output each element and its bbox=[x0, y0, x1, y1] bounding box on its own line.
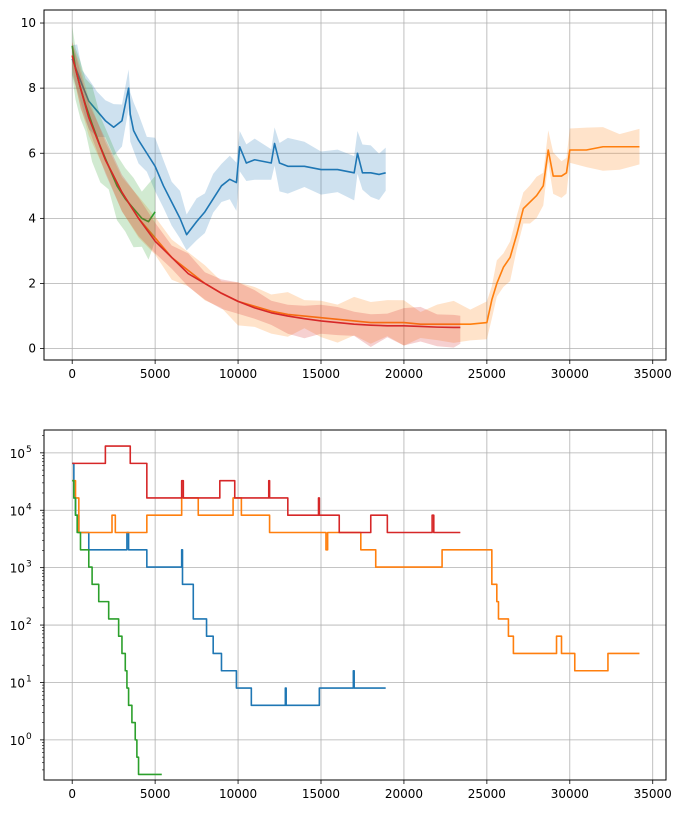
x-tick-label: 25000 bbox=[468, 367, 506, 381]
series bbox=[71, 44, 386, 251]
series-line bbox=[72, 445, 461, 534]
x-tick-label: 10000 bbox=[219, 787, 257, 801]
y-tick-label: 4 bbox=[28, 211, 36, 225]
y-tick-label: 0 bbox=[28, 342, 36, 356]
x-tick-label: 30000 bbox=[551, 367, 589, 381]
x-tick-label: 20000 bbox=[385, 787, 423, 801]
series bbox=[71, 41, 461, 348]
plot-area bbox=[72, 445, 640, 776]
grid bbox=[44, 10, 666, 360]
top-loss-panel: 0 5000 10000 15000 20000 25000 30000 35000 0 2 4 6 8… bbox=[21, 9, 672, 381]
x-tick-label: 20000 bbox=[385, 367, 423, 381]
x-tick-label: 35000 bbox=[634, 367, 672, 381]
series-band bbox=[72, 41, 461, 348]
axes-frame bbox=[43, 429, 667, 781]
y-tick-label: 10 bbox=[10, 504, 25, 518]
y-tick-label: 6 bbox=[28, 146, 36, 160]
y-tick-exponent: 4 bbox=[26, 502, 32, 512]
axes-frame bbox=[43, 9, 667, 361]
x-tick-label: 30000 bbox=[551, 787, 589, 801]
y-tick-label: 10 bbox=[10, 447, 25, 461]
series bbox=[72, 445, 461, 534]
x-tick-label: 25000 bbox=[468, 787, 506, 801]
series-line bbox=[72, 479, 162, 776]
x-tick-label: 5000 bbox=[140, 367, 171, 381]
x-tick-label: 0 bbox=[68, 787, 76, 801]
x-tick-label: 35000 bbox=[634, 787, 672, 801]
grid bbox=[44, 430, 666, 780]
x-tick-label: 15000 bbox=[302, 367, 340, 381]
y-tick-exponent: 5 bbox=[26, 445, 32, 455]
x-tick-label: 0 bbox=[68, 367, 76, 381]
x-tick-label: 10000 bbox=[219, 367, 257, 381]
plot-area bbox=[71, 26, 640, 348]
y-tick-label: 10 bbox=[10, 562, 25, 576]
series-line bbox=[72, 462, 386, 707]
y-tick-label: 2 bbox=[28, 276, 36, 290]
x-tick-label: 15000 bbox=[302, 787, 340, 801]
y-tick-label: 8 bbox=[28, 81, 36, 95]
series bbox=[72, 479, 162, 776]
series-band bbox=[72, 26, 156, 260]
y-tick-label: 10 bbox=[10, 676, 25, 690]
series-band bbox=[72, 44, 386, 251]
y-tick-label: 10 bbox=[10, 734, 25, 748]
x-tick-label: 5000 bbox=[140, 787, 171, 801]
y-tick-label: 10 bbox=[10, 619, 25, 633]
series-band bbox=[72, 41, 640, 346]
y-tick-exponent: 0 bbox=[26, 732, 32, 742]
series-line bbox=[71, 58, 386, 236]
y-tick-exponent: 2 bbox=[26, 617, 32, 627]
series-line bbox=[71, 55, 461, 329]
y-tick-exponent: 3 bbox=[26, 560, 32, 570]
y-tick-label: 10 bbox=[21, 16, 36, 30]
y-tick-exponent: 1 bbox=[26, 674, 32, 684]
